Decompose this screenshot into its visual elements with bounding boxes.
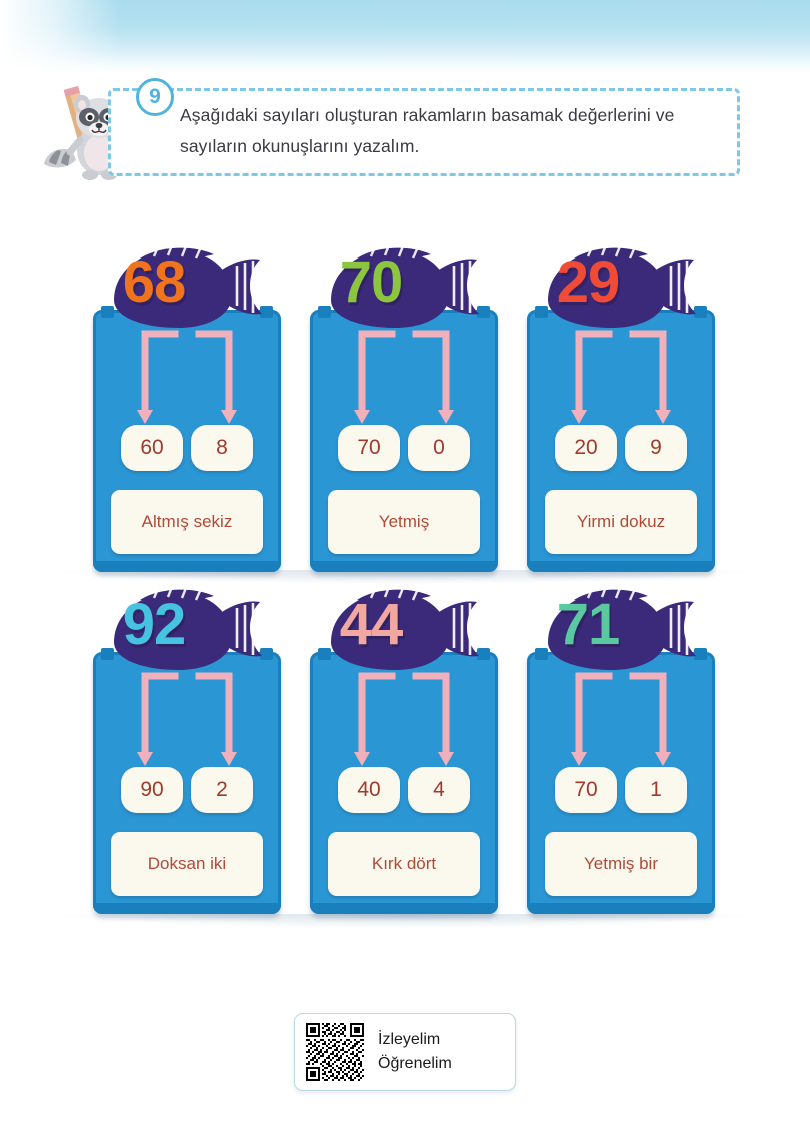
card-notch-right	[260, 306, 273, 318]
fish-number: 71	[556, 591, 621, 657]
activity-header: 9 Aşağıdaki sayıları oluşturan rakamları…	[40, 74, 740, 184]
fish-icon	[317, 244, 513, 340]
place-value-row: 40 4	[310, 766, 498, 814]
number-word-box[interactable]: Yetmiş	[328, 490, 480, 554]
fish-number: 70	[339, 249, 404, 315]
card-notch-right	[694, 306, 707, 318]
tens-value-box[interactable]: 60	[121, 425, 183, 471]
tens-value-box[interactable]: 90	[121, 767, 183, 813]
card-notch-left	[318, 306, 331, 318]
row-shadow	[60, 570, 750, 584]
fish-card[interactable]: 68 60 8 Altmış sekiz	[78, 238, 308, 583]
ones-value-box[interactable]: 1	[625, 767, 687, 813]
place-value-row: 20 9	[527, 424, 715, 472]
number-word-box[interactable]: Altmış sekiz	[111, 490, 263, 554]
place-value-row: 60 8	[93, 424, 281, 472]
connector-arrows	[310, 668, 498, 778]
card-notch-left	[535, 648, 548, 660]
qr-label-line1: İzleyelim	[378, 1031, 441, 1048]
tens-value-box[interactable]: 20	[555, 425, 617, 471]
fish-icon	[100, 586, 296, 682]
fish-card[interactable]: 29 20 9 Yirmi dokuz	[512, 238, 742, 583]
fish-number: 29	[556, 249, 621, 315]
qr-label-line2: Öğrenelim	[378, 1055, 452, 1072]
card-row-2: 92 90 2 Doksan iki	[0, 580, 810, 925]
tens-value-box[interactable]: 70	[555, 767, 617, 813]
ones-value-box[interactable]: 9	[625, 425, 687, 471]
fish-card-grid: 68 60 8 Altmış sekiz	[0, 238, 810, 928]
card-notch-left	[101, 306, 114, 318]
card-notch-right	[694, 648, 707, 660]
place-value-row: 70 1	[527, 766, 715, 814]
card-notch-left	[318, 648, 331, 660]
card-notch-right	[477, 306, 490, 318]
top-decorative-banner	[0, 0, 810, 72]
card-notch-right	[260, 648, 273, 660]
place-value-row: 70 0	[310, 424, 498, 472]
connector-arrows	[310, 326, 498, 436]
number-word-box[interactable]: Kırk dört	[328, 832, 480, 896]
fish-number: 68	[122, 249, 187, 315]
card-notch-left	[535, 306, 548, 318]
card-notch-right	[477, 648, 490, 660]
ones-value-box[interactable]: 4	[408, 767, 470, 813]
connector-arrows	[527, 326, 715, 436]
fish-icon	[534, 586, 730, 682]
number-word-box[interactable]: Doksan iki	[111, 832, 263, 896]
number-word-box[interactable]: Yirmi dokuz	[545, 490, 697, 554]
tens-value-box[interactable]: 70	[338, 425, 400, 471]
instruction-text: Aşağıdaki sayıları oluşturan rakamların …	[180, 105, 675, 156]
fish-card[interactable]: 44 40 4 Kırk dört	[295, 580, 525, 925]
ones-value-box[interactable]: 0	[408, 425, 470, 471]
fish-icon	[534, 244, 730, 340]
activity-number-badge: 9	[136, 78, 174, 116]
connector-arrows	[93, 668, 281, 778]
ones-value-box[interactable]: 8	[191, 425, 253, 471]
qr-code-icon[interactable]	[306, 1023, 364, 1081]
qr-label: İzleyelim Öğrenelim	[378, 1028, 452, 1076]
fish-card[interactable]: 70 70 0 Yetmiş	[295, 238, 525, 583]
card-row-1: 68 60 8 Altmış sekiz	[0, 238, 810, 583]
card-notch-left	[101, 648, 114, 660]
row-shadow	[60, 914, 750, 928]
connector-arrows	[93, 326, 281, 436]
connector-arrows	[527, 668, 715, 778]
fish-number: 92	[122, 591, 187, 657]
number-word-box[interactable]: Yetmiş bir	[545, 832, 697, 896]
fish-icon	[317, 586, 513, 682]
fish-number: 44	[339, 591, 404, 657]
video-qr-panel[interactable]: İzleyelim Öğrenelim	[294, 1013, 516, 1091]
tens-value-box[interactable]: 40	[338, 767, 400, 813]
fish-card[interactable]: 71 70 1 Yetmiş bir	[512, 580, 742, 925]
fish-card[interactable]: 92 90 2 Doksan iki	[78, 580, 308, 925]
place-value-row: 90 2	[93, 766, 281, 814]
ones-value-box[interactable]: 2	[191, 767, 253, 813]
fish-icon	[100, 244, 296, 340]
instruction-dashed-frame	[108, 88, 740, 176]
